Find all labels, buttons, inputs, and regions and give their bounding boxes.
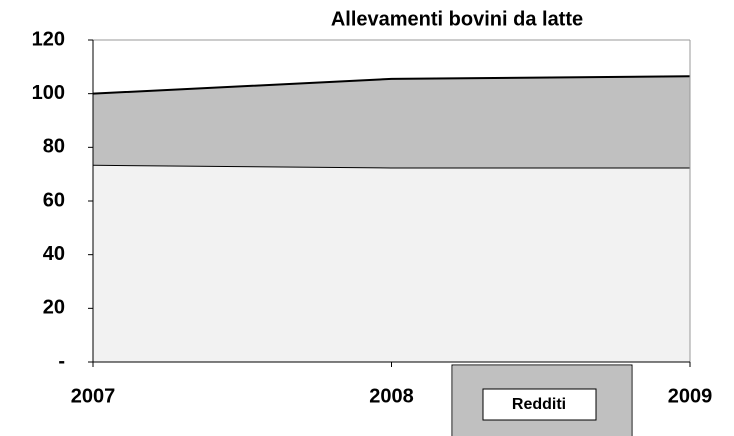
y-tick-label: 20 xyxy=(43,297,65,319)
legend-label-box xyxy=(482,388,597,421)
y-tick-label: 80 xyxy=(43,136,65,158)
chart-title: Allevamenti bovini da latte xyxy=(331,8,583,30)
y-tick-label: 60 xyxy=(43,189,65,211)
y-tick-label: 100 xyxy=(32,82,65,104)
y-tick-label: 40 xyxy=(43,243,65,265)
legend-label: Redditi xyxy=(512,396,566,413)
area-line xyxy=(92,75,691,95)
x-tick-label: 2008 xyxy=(369,385,414,407)
area xyxy=(93,164,690,362)
area xyxy=(93,76,690,168)
x-tick-label: 2007 xyxy=(71,385,116,407)
y-tick-label: 120 xyxy=(32,28,65,50)
x-tick-label: 2009 xyxy=(668,385,713,407)
y-tick-label: - xyxy=(58,350,65,372)
